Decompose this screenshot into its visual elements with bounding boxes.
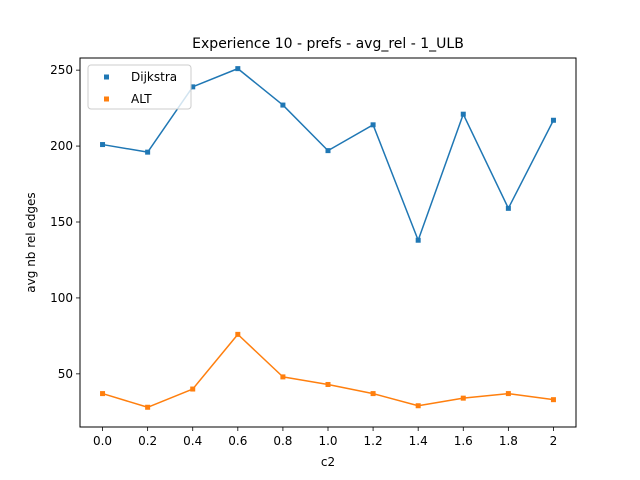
legend-marker-alt [104,96,109,102]
data-point-dijkstra [100,142,106,148]
x-tick-label: 0.8 [273,434,292,448]
x-tick-label: 1.8 [499,434,518,448]
data-point-dijkstra [415,237,421,243]
x-tick-label: 1.0 [318,434,337,448]
y-axis-label: avg nb rel edges [24,192,38,292]
x-axis-ticks: 0.0 0.2 0.4 0.6 0.8 1.0 1.2 1.4 1.6 1.8 2 [93,427,557,448]
y-tick-label: 150 [50,215,73,229]
legend-label-alt: ALT [131,92,152,106]
y-tick-label: 200 [50,139,73,153]
y-tick-label: 100 [50,291,73,305]
data-point-alt [145,404,151,410]
x-tick-label: 2 [550,434,558,448]
data-point-dijkstra [235,66,241,72]
x-axis-label: c2 [321,455,335,469]
x-tick-label: 1.4 [409,434,428,448]
chart-title: Experience 10 - prefs - avg_rel - 1_ULB [192,36,464,52]
series-alt [100,331,556,410]
legend: Dijkstra ALT [87,64,192,110]
legend-box [87,64,192,110]
data-point-dijkstra [505,205,511,211]
legend-label-dijkstra: Dijkstra [131,70,177,84]
data-point-dijkstra [280,102,286,108]
data-point-alt [370,391,376,397]
data-point-alt [100,391,106,397]
data-point-alt [505,391,511,397]
x-tick-label: 0.6 [228,434,247,448]
x-tick-label: 1.6 [454,434,473,448]
data-point-dijkstra [145,149,151,155]
x-tick-label: 1.2 [364,434,383,448]
x-tick-label: 0.2 [138,434,157,448]
data-point-dijkstra [190,84,196,90]
data-point-alt [550,397,556,403]
data-point-alt [280,374,286,380]
plot-area [80,58,576,427]
y-tick-label: 50 [58,367,73,381]
data-point-dijkstra [325,148,331,154]
y-axis-ticks: 50 100 150 200 250 [50,63,80,381]
x-tick-label: 0.0 [93,434,112,448]
data-point-alt [460,395,466,401]
data-point-dijkstra [370,122,376,128]
data-point-dijkstra [550,117,556,123]
data-point-alt [190,386,196,392]
data-point-alt [415,403,421,409]
data-point-alt [325,381,331,387]
plot-frame [79,57,577,428]
legend-marker-dijkstra [104,74,109,80]
data-point-alt [235,331,241,337]
x-tick-label: 0.4 [183,434,202,448]
data-point-dijkstra [460,111,466,117]
y-tick-label: 250 [50,63,73,77]
